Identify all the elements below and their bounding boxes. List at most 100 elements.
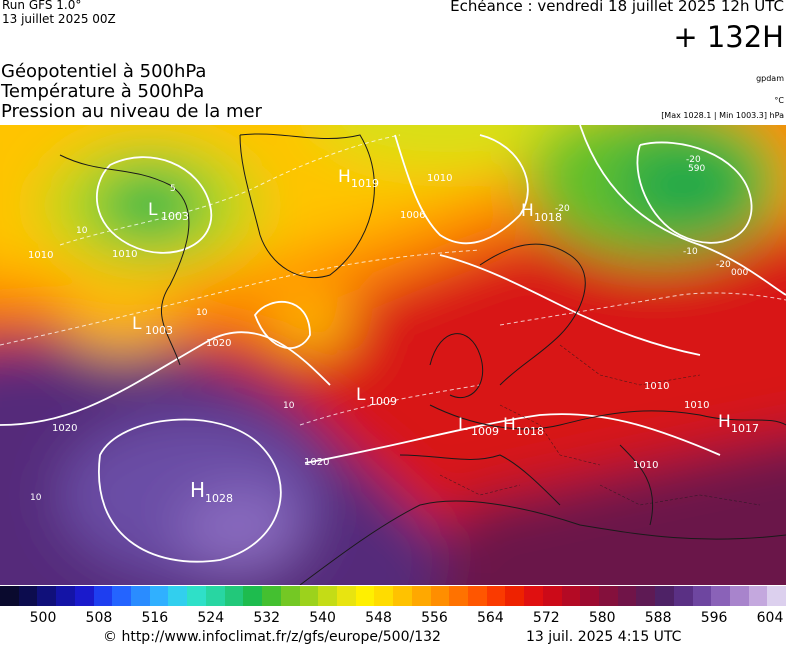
colorbar-tick-label: 500 [29,610,57,626]
colorbar-tick-label: 588 [644,610,672,626]
colorbar-swatch [617,586,637,606]
isobar-label: 1010 [112,249,137,260]
colorbar-swatch [243,586,263,606]
pressure-center-value: 1017 [731,422,759,435]
colorbar-swatch [18,586,38,606]
colorbar-swatch [767,586,786,606]
colorbar-swatch [355,586,375,606]
colorbar-swatch [149,586,169,606]
geopotential-field [0,125,786,585]
colorbar-ticks: 500 508 516 524 532 540 548 556 564 572 580 588 596 6… [0,608,786,628]
colorbar-swatch [262,586,281,606]
isotherm-label: 10 [76,226,88,236]
colorbar-tick-label: 572 [532,610,560,626]
pressure-center-high: H [190,478,205,502]
colorbar-swatch [318,586,337,606]
run-title: Run GFS 1.0° [2,0,82,12]
valid-time: Echéance : vendredi 18 juillet 2025 12h … [450,0,784,15]
isobar-label: 1020 [206,338,231,349]
colorbar-tick-label: 604 [756,610,784,626]
colorbar-tick-label: 548 [365,610,392,626]
colorbar-swatch [280,586,300,606]
colorbar-swatch [486,586,506,606]
borders [439,344,761,506]
colorbar-swatch [430,586,450,606]
isotherms [0,134,786,426]
colorbar-swatch [299,586,319,606]
run-date: 13 juillet 2025 00Z [2,12,116,26]
colorbar-swatch [692,586,712,606]
colorbar-swatch [205,586,225,606]
pressure-center-value: 1003 [161,210,189,223]
pressure-center-low: L [458,415,468,435]
weather-map[interactable]: L 1003 H 1019 H 1018 L 1003 L 1009 L 1009 H 1018 H 1017… [0,125,786,585]
isotherm-label: 10 [196,308,208,318]
colorbar-swatch [561,586,581,606]
colorbar [0,586,786,606]
colorbar-swatch [168,586,188,606]
colorbar-swatch [449,586,468,606]
colorbar-swatch [711,586,731,606]
pressure-center-high: H [503,415,516,435]
param-pressure: Pression au niveau de la mer [1,101,262,122]
colorbar-swatch [411,586,431,606]
colorbar-swatch [393,586,412,606]
colorbar-tick-label: 516 [141,610,169,626]
colorbar-tick-label: 564 [477,610,504,626]
isobar-label: 1020 [52,423,77,434]
geopotential-label: 000 [731,268,748,278]
colorbar-swatch [599,586,618,606]
param-temperature: Température à 500hPa [1,81,205,102]
pressure-center-value: 1018 [534,211,562,224]
isotherm-label: -10 [683,247,698,257]
pressure-center-value: 1009 [369,395,397,408]
isobar-label: 1010 [684,400,709,411]
isobar-label: 1010 [633,460,658,471]
colorbar-swatch [467,586,487,606]
colorbar-swatch [93,586,113,606]
geopotential-labels: 5 590 000 [170,164,748,278]
pressure-center-low: L [356,385,366,405]
isotherm-label: -20 [555,204,570,214]
geopotential-label: 590 [688,164,705,174]
isobar-label: 1010 [28,250,53,261]
pressure-center-value: 1018 [516,425,544,438]
colorbar-swatch [131,586,150,606]
param-geopotential: Géopotentiel à 500hPa [1,61,207,82]
colorbar-swatch [374,586,394,606]
unit-pressure-range: [Max 1028.1 | Min 1003.3] hPa [661,111,784,120]
colorbar-swatch [224,586,244,606]
colorbar-swatch [580,586,599,606]
colorbar-swatch [636,586,656,606]
forecast-hour: + 132H [673,20,784,54]
pressure-center-value: 1019 [351,177,379,190]
pressure-center-value: 1028 [205,492,233,505]
colorbar-swatch [37,586,57,606]
colorbar-swatch [0,586,19,606]
isotherm-label: -20 [686,155,701,165]
colorbar-swatch [505,586,525,606]
colorbar-swatch [655,586,674,606]
colorbar-tick-label: 596 [700,610,728,626]
colorbar-swatch [56,586,75,606]
colorbar-swatch [524,586,543,606]
isobar-label: 1010 [427,173,452,184]
isotherm-label: 10 [30,493,42,503]
isobar-label: 1006 [400,210,425,221]
pressure-center-value: 1003 [145,324,173,337]
pressure-center-value: 1009 [471,425,499,438]
pressure-center-high: H [338,167,351,187]
colorbar-swatch [74,586,94,606]
generation-date: 13 juil. 2025 4:15 UTC [526,629,682,645]
colorbar-tick-label: 580 [588,610,616,626]
unit-temperature: °C [774,96,784,105]
pressure-center-high: H [521,201,534,221]
isobar-label: 1010 [644,381,669,392]
colorbar-swatch [673,586,693,606]
colorbar-swatch [542,586,562,606]
coastlines [59,133,786,585]
colorbar-tick-label: 556 [421,610,448,626]
source-url[interactable]: © http://www.infoclimat.fr/z/gfs/europe/… [103,629,441,645]
